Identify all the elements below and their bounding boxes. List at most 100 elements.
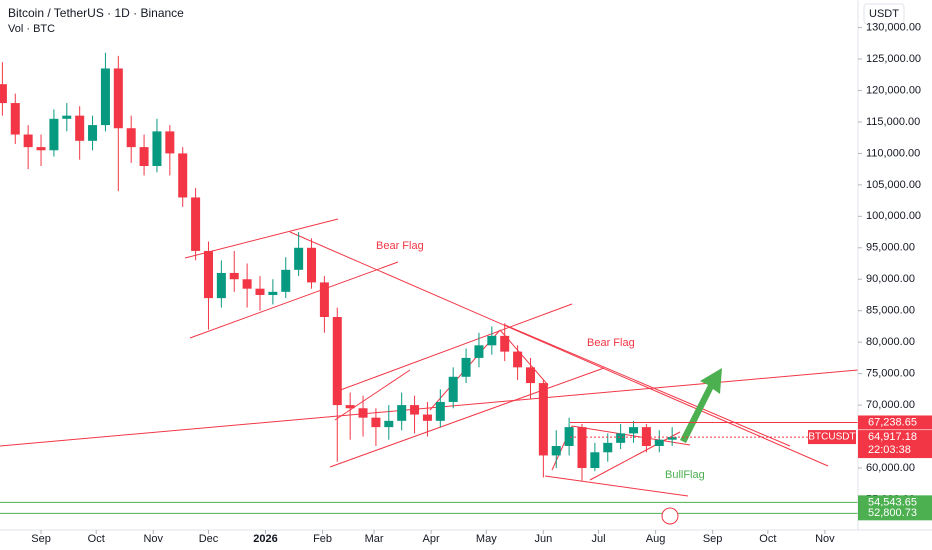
candle-body xyxy=(255,288,265,295)
x-tick-label: Jul xyxy=(592,533,606,545)
y-tick-label: 120,000.00 xyxy=(866,84,921,96)
price-axis xyxy=(858,0,932,550)
candle-body xyxy=(487,335,497,346)
x-tick-label: Oct xyxy=(759,533,776,545)
candle-body xyxy=(641,427,651,446)
y-tick-label: 70,000.00 xyxy=(866,399,915,411)
currency[interactable]: USDT xyxy=(869,8,899,20)
candle-body xyxy=(36,147,46,151)
symbol-tag-label: BTCUSDT xyxy=(808,432,855,443)
price-tag xyxy=(858,506,932,521)
candle-body xyxy=(178,153,188,198)
candle-body xyxy=(654,439,664,446)
x-tick-label: Apr xyxy=(423,533,440,545)
annotation: BullFlag xyxy=(665,469,705,481)
x-tick-label: 2026 xyxy=(253,533,277,545)
replay-icon[interactable] xyxy=(661,507,679,525)
candle-body xyxy=(397,405,407,421)
price-tag xyxy=(858,415,932,430)
x-tick-label: Jun xyxy=(534,533,552,545)
x-tick-label: Oct xyxy=(88,533,105,545)
candle-body xyxy=(152,131,162,166)
price-tag xyxy=(858,430,932,459)
price-tag-label: 67,238.65 xyxy=(868,416,917,428)
x-tick-label: Aug xyxy=(646,533,666,545)
candle-body xyxy=(551,445,561,456)
candle-body xyxy=(384,420,394,428)
candle-body xyxy=(62,115,72,119)
x-tick-label: Sep xyxy=(31,533,51,545)
y-tick-label: 90,000.00 xyxy=(866,273,915,285)
candle-body xyxy=(667,437,677,440)
x-tick-label: Feb xyxy=(313,533,332,545)
annotation: Bear Flag xyxy=(376,240,424,252)
candle-body xyxy=(113,68,123,129)
candle-body xyxy=(281,269,291,292)
candle-body xyxy=(88,125,98,141)
y-tick-label: 125,000.00 xyxy=(866,53,921,65)
candle-body xyxy=(191,197,201,251)
x-tick-label: Nov xyxy=(143,533,163,545)
candle-body xyxy=(448,376,458,402)
candle-body xyxy=(319,282,329,318)
candle-body xyxy=(538,383,548,456)
candle-body xyxy=(268,291,278,295)
x-tick-label: Dec xyxy=(199,533,219,545)
candle-body xyxy=(294,247,304,270)
candle-body xyxy=(616,433,626,443)
candle-body xyxy=(422,414,432,421)
annotation: Bear Flag xyxy=(587,337,635,349)
x-tick-label: Mar xyxy=(365,533,384,545)
candle-body xyxy=(590,452,600,469)
y-tick-label: 95,000.00 xyxy=(866,242,915,254)
candle-body xyxy=(513,351,523,368)
price-tag-label: 52,800.73 xyxy=(868,507,917,519)
candle-body xyxy=(474,345,484,358)
candle-body xyxy=(629,427,639,434)
candle-body xyxy=(461,357,471,377)
title: Bitcoin / TetherUS · 1D · Binance xyxy=(8,6,184,20)
candle-body xyxy=(216,272,226,299)
candle-body xyxy=(229,272,239,280)
x-tick-label: May xyxy=(476,533,497,545)
candle-body xyxy=(0,84,7,104)
candle-body xyxy=(75,115,85,141)
candle-body xyxy=(23,134,33,148)
y-tick-label: 80,000.00 xyxy=(866,336,915,348)
candle-body xyxy=(203,250,213,299)
price-tag-label: 64,917.18 xyxy=(868,431,917,443)
y-tick-label: 85,000.00 xyxy=(866,305,915,317)
currency-button[interactable] xyxy=(863,3,905,25)
candle-body xyxy=(126,128,136,148)
y-tick-label: 60,000.00 xyxy=(866,462,915,474)
candle-body xyxy=(564,427,574,446)
candle-body xyxy=(525,367,535,384)
candle-body xyxy=(165,131,175,154)
candle-body xyxy=(500,335,510,352)
y-tick-label: 115,000.00 xyxy=(866,116,920,128)
candle-body xyxy=(345,405,355,409)
price-tag-label: 54,543.65 xyxy=(868,496,917,508)
price-tag xyxy=(858,495,932,510)
arrow xyxy=(680,368,722,443)
candle-body xyxy=(410,405,420,415)
candle-body xyxy=(371,417,381,428)
candle-body xyxy=(307,247,317,283)
candle-body xyxy=(10,103,20,135)
candle-body xyxy=(435,401,445,421)
candle-body xyxy=(603,442,613,453)
x-tick-label: Sep xyxy=(703,533,723,545)
candle-body xyxy=(332,317,342,406)
y-tick-label: 110,000.00 xyxy=(866,147,920,159)
candle-body xyxy=(49,118,59,151)
y-tick-label: 100,000.00 xyxy=(866,210,921,222)
countdown: 22:03:38 xyxy=(868,444,911,456)
symbol-tag xyxy=(808,430,856,445)
candle-body xyxy=(139,147,149,166)
y-tick-label: 105,000.00 xyxy=(866,179,921,191)
y-tick-label: 75,000.00 xyxy=(866,368,915,380)
candle-body xyxy=(577,427,587,469)
drawings xyxy=(0,218,859,497)
volume-label: Vol · BTC xyxy=(8,23,55,35)
